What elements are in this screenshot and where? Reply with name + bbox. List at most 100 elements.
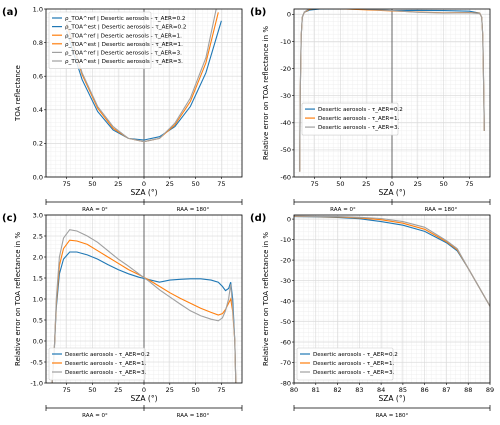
raa-right-label: RAA = 180° <box>177 413 210 419</box>
y-tick-label: 0.8 <box>33 39 43 47</box>
y-tick-label: 0.4 <box>33 106 43 114</box>
panel-d: (d) 80 81 82 83 84 85 86 87 88 89 -80 -70 -60 -50 -40 -3… <box>250 213 494 419</box>
legend-entry: ρ_TOA^est | Desertic aerosols - τ_AER=3. <box>65 59 183 65</box>
y-tick-label: 1.0 <box>33 5 43 13</box>
x-tick-label: 50 <box>88 180 96 188</box>
x-tick-label: 50 <box>336 180 344 188</box>
x-tick-label: 84 <box>377 386 385 394</box>
y-tick-label: 2.5 <box>33 232 43 240</box>
y-tick-label: -0.5 <box>30 358 43 366</box>
x-tick-label: 50 <box>439 180 447 188</box>
series-line-blue <box>51 251 237 383</box>
y-tick-label: -70 <box>280 359 291 367</box>
y-tick-label: -50 <box>280 146 291 154</box>
legend-entry: ρ_TOA^est | Desertic aerosols - τ_AER=1. <box>65 42 183 48</box>
x-tick-label: 75 <box>310 180 318 188</box>
x-tick-label: 25 <box>114 180 122 188</box>
y-tick-label: 1.5 <box>33 274 43 282</box>
legend-entry: Desertic aerosols - τ_AER=1. <box>318 116 400 122</box>
legend-entry: Desertic aerosols - τ_AER=3. <box>318 125 400 131</box>
x-axis-label: SZA (°) <box>130 394 157 403</box>
legend-box <box>48 11 152 69</box>
y-axis-label: TOA reflectance <box>14 65 22 122</box>
x-tick-label: 89 <box>486 386 494 394</box>
panel-a: (a) 75 50 25 0 25 50 75 0.0 0.2 0.4 0.6 0.8 1.0 SZA (°… <box>2 5 243 213</box>
y-tick-label: -10 <box>280 236 291 244</box>
x-tick-label: 50 <box>191 386 199 394</box>
raa-right-label: RAA = 180° <box>177 207 210 213</box>
raa-left-label: RAA = 0° <box>82 413 108 419</box>
series-line-gray <box>294 215 490 307</box>
x-tick-label: 82 <box>333 386 341 394</box>
y-tick-label: 0 <box>287 11 291 19</box>
y-tick-label: -30 <box>280 92 291 100</box>
raa-left-label: RAA = 0° <box>330 207 356 213</box>
x-tick-label: 80 <box>290 386 298 394</box>
series-line-gray <box>66 9 217 143</box>
legend-entry: Desertic aerosols - τ_AER=0.2 <box>65 352 150 358</box>
y-tick-label: -60 <box>280 338 291 346</box>
y-tick-label: -40 <box>280 119 291 127</box>
y-tick-label: -1.0 <box>30 379 43 387</box>
panel-label: (d) <box>250 213 266 224</box>
series-line-gray <box>299 9 485 172</box>
x-tick-label: 25 <box>414 180 422 188</box>
x-tick-label: 25 <box>114 386 122 394</box>
legend-entry: ρ_TOA^est | Desertic aerosols - τ_AER=0.… <box>65 25 186 31</box>
x-tick-label: 75 <box>62 386 70 394</box>
x-tick-label: 0 <box>142 180 146 188</box>
panel-label: (a) <box>2 7 18 18</box>
x-tick-label: 81 <box>312 386 320 394</box>
y-axis-label: Relative error on TOA reflectance in % <box>262 232 270 366</box>
series-line-gray <box>51 229 237 383</box>
x-tick-label: 50 <box>88 386 96 394</box>
legend-box <box>296 347 394 381</box>
y-tick-label: 0.0 <box>33 337 43 345</box>
y-tick-label: -10 <box>280 38 291 46</box>
legend-entry: Desertic aerosols - τ_AER=0.2 <box>313 352 398 358</box>
x-tick-label: 0 <box>390 180 394 188</box>
x-tick-label: 75 <box>217 180 225 188</box>
y-tick-label: -50 <box>280 318 291 326</box>
legend-entry: ρ_TOA^ref | Desertic aerosols - τ_AER=3. <box>65 51 182 57</box>
y-tick-label: 0.5 <box>33 316 43 324</box>
panel-c: (c) 75 50 25 0 25 50 75 -1.0 -0.5 0.0 0.5 1.0 1.5 2.0 2… <box>2 211 243 419</box>
raa-left-label: RAA = 0° <box>82 207 108 213</box>
y-axis-label: Relative error on TOA reflectance in % <box>14 232 22 366</box>
legend-entry: ρ_TOA^ref | Desertic aerosols - τ_AER=1. <box>65 33 182 39</box>
y-tick-label: 3.0 <box>33 211 43 219</box>
legend-entry: Desertic aerosols - τ_AER=0.2 <box>318 107 403 113</box>
y-tick-label: -40 <box>280 297 291 305</box>
x-tick-label: 86 <box>421 386 429 394</box>
x-axis-label: SZA (°) <box>378 394 405 403</box>
legend-entry: Desertic aerosols - τ_AER=3. <box>313 370 395 376</box>
y-tick-label: -20 <box>280 256 291 264</box>
series-line-blue <box>66 20 222 141</box>
x-tick-label: 25 <box>166 180 174 188</box>
legend-entry: Desertic aerosols - τ_AER=1. <box>313 361 395 367</box>
raa-right-label: RAA = 180° <box>376 413 409 419</box>
x-tick-label: 88 <box>464 386 472 394</box>
x-tick-label: 83 <box>355 386 363 394</box>
legend-entry: Desertic aerosols - τ_AER=1. <box>65 361 147 367</box>
x-tick-label: 75 <box>465 180 473 188</box>
y-tick-label: 0.6 <box>33 73 43 81</box>
panel-label: (b) <box>250 7 266 18</box>
y-tick-label: 2.0 <box>33 253 43 261</box>
y-tick-label: 0.0 <box>33 173 43 181</box>
y-tick-label: -60 <box>280 173 291 181</box>
x-tick-label: 0 <box>142 386 146 394</box>
y-tick-label: 0 <box>287 215 291 223</box>
y-tick-label: 0.2 <box>33 140 43 148</box>
legend-entry: Desertic aerosols - τ_AER=3. <box>65 370 147 376</box>
legend-entry: ρ_TOA^ref | Desertic aerosols - τ_AER=0.… <box>65 16 185 22</box>
y-tick-label: 1.0 <box>33 295 43 303</box>
y-axis-label: Relative error on TOA reflectance in % <box>262 26 270 160</box>
x-tick-label: 85 <box>399 386 407 394</box>
y-tick-label: -80 <box>280 379 291 387</box>
panel-label: (c) <box>2 213 17 224</box>
x-tick-label: 25 <box>166 386 174 394</box>
axes-frame <box>293 214 491 384</box>
y-tick-label: -20 <box>280 65 291 73</box>
